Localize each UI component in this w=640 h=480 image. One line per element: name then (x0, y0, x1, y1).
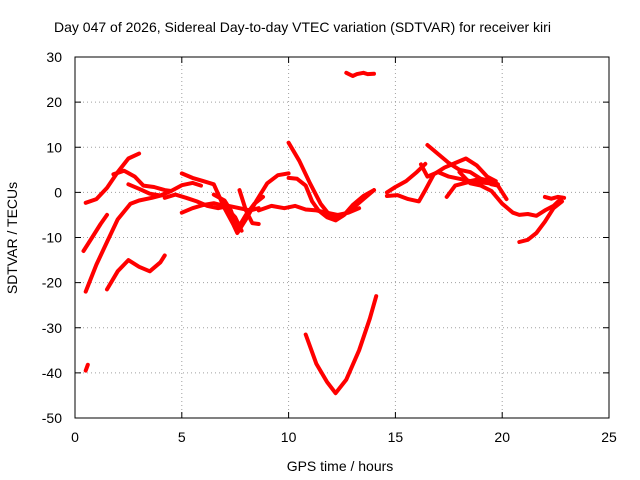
y-tick-label: 10 (46, 139, 62, 155)
series-line-arc-20 (384, 156, 498, 204)
series-line-arc-15 (286, 175, 376, 223)
y-tick-label: -40 (42, 365, 62, 381)
series-line-arc-23 (457, 170, 564, 218)
x-axis-label: GPS time / hours (287, 458, 394, 474)
y-tick-label: -30 (42, 320, 62, 336)
data-traces (81, 70, 567, 396)
series-line-arc-16 (303, 294, 379, 396)
x-tick-label: 5 (178, 429, 186, 445)
series-line-arc-25 (542, 194, 567, 201)
y-tick-label: -10 (42, 230, 62, 246)
series-line-arc-12 (237, 188, 261, 226)
y-tick-label: 0 (54, 184, 62, 200)
y-axis-label: SDTVAR / TECUs (4, 182, 20, 294)
x-tick-label: 15 (388, 429, 404, 445)
series-line-arc-17 (344, 70, 376, 78)
chart-title: Day 047 of 2026, Sidereal Day-to-day VTE… (54, 19, 551, 35)
grid-lines (75, 57, 609, 418)
series-line-arc-7 (126, 180, 203, 198)
series-line-arc-2 (83, 193, 165, 294)
series-line-arc-3 (81, 212, 109, 253)
y-tick-label: -50 (42, 410, 62, 426)
x-tick-label: 10 (281, 429, 297, 445)
y-tick-label: 30 (46, 49, 62, 65)
series-line-arc-18 (384, 161, 428, 195)
series-line-arc-6 (111, 168, 174, 193)
series-line-arc-4 (105, 253, 167, 292)
x-tick-label: 25 (601, 429, 617, 445)
y-tick-label: -20 (42, 275, 62, 291)
axis-ticks: 0 5 10 15 20 25 -50 -40 -30 -20 -10 0 10 20 30 (42, 49, 617, 445)
series-line-arc-11 (211, 192, 265, 232)
y-tick-label: 20 (46, 94, 62, 110)
series-line-arc-1 (83, 362, 90, 373)
series-line-arc-22 (444, 179, 509, 202)
series-line-arc-24 (517, 199, 564, 244)
series-line-arc-5 (83, 151, 142, 205)
x-tick-label: 0 (71, 429, 79, 445)
x-tick-label: 20 (494, 429, 510, 445)
